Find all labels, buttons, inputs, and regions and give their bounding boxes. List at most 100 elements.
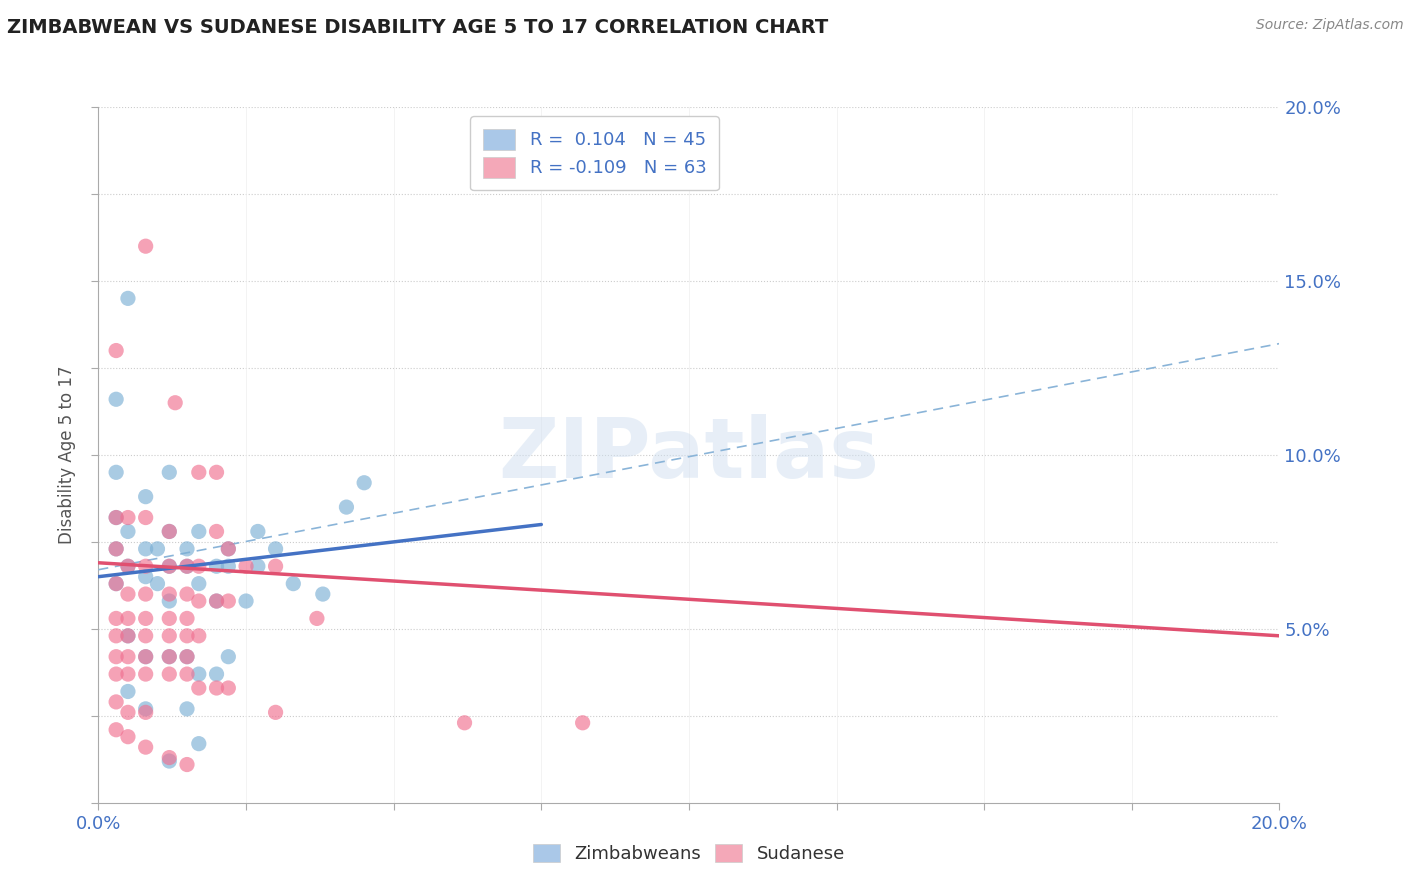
Point <box>105 466 128 480</box>
Point <box>157 611 180 625</box>
Point <box>135 702 157 716</box>
Point <box>105 576 128 591</box>
Point <box>146 576 169 591</box>
Point <box>105 541 128 556</box>
Point <box>157 754 180 768</box>
Point <box>135 649 157 664</box>
Point <box>187 737 209 751</box>
Point <box>117 706 139 720</box>
Point <box>105 611 128 625</box>
Point <box>165 396 187 410</box>
Point <box>235 594 257 608</box>
Point <box>176 629 198 643</box>
Point <box>205 667 228 681</box>
Point <box>264 559 287 574</box>
Point <box>117 684 139 698</box>
Point <box>176 559 198 574</box>
Text: ZIPatlas: ZIPatlas <box>499 415 879 495</box>
Point <box>246 559 269 574</box>
Point <box>187 466 209 480</box>
Point <box>205 681 228 695</box>
Point <box>135 541 157 556</box>
Point <box>135 559 157 574</box>
Point <box>105 510 128 524</box>
Point <box>105 695 128 709</box>
Point <box>117 629 139 643</box>
Point <box>217 594 239 608</box>
Point <box>246 524 269 539</box>
Point <box>157 524 180 539</box>
Point <box>105 541 128 556</box>
Point <box>187 629 209 643</box>
Point <box>135 629 157 643</box>
Point <box>217 541 239 556</box>
Point <box>176 757 198 772</box>
Point <box>135 510 157 524</box>
Point <box>176 611 198 625</box>
Point <box>335 500 357 514</box>
Point <box>187 576 209 591</box>
Point <box>117 510 139 524</box>
Point <box>135 611 157 625</box>
Point <box>105 667 128 681</box>
Point <box>157 559 180 574</box>
Point <box>157 750 180 764</box>
Point <box>176 667 198 681</box>
Point <box>217 541 239 556</box>
Point <box>571 715 593 730</box>
Point <box>117 559 139 574</box>
Point <box>105 343 128 358</box>
Point <box>264 541 287 556</box>
Point <box>135 667 157 681</box>
Point <box>176 587 198 601</box>
Point <box>105 576 128 591</box>
Point <box>157 524 180 539</box>
Point <box>217 559 239 574</box>
Point <box>117 611 139 625</box>
Point <box>205 466 228 480</box>
Point <box>157 667 180 681</box>
Point <box>117 291 139 305</box>
Point <box>176 649 198 664</box>
Point <box>235 559 257 574</box>
Point <box>117 559 139 574</box>
Point <box>187 667 209 681</box>
Point <box>157 594 180 608</box>
Point <box>205 594 228 608</box>
Point <box>353 475 375 490</box>
Point <box>135 649 157 664</box>
Point <box>105 392 128 407</box>
Point <box>135 490 157 504</box>
Point <box>453 715 475 730</box>
Point <box>117 629 139 643</box>
Text: ZIMBABWEAN VS SUDANESE DISABILITY AGE 5 TO 17 CORRELATION CHART: ZIMBABWEAN VS SUDANESE DISABILITY AGE 5 … <box>7 18 828 37</box>
Point <box>117 667 139 681</box>
Point <box>105 629 128 643</box>
Point <box>264 706 287 720</box>
Point <box>217 681 239 695</box>
Point <box>176 541 198 556</box>
Point <box>105 723 128 737</box>
Point <box>205 594 228 608</box>
Point <box>187 524 209 539</box>
Point <box>157 466 180 480</box>
Point <box>283 576 305 591</box>
Point <box>135 587 157 601</box>
Point <box>176 559 198 574</box>
Legend: Zimbabweans, Sudanese: Zimbabweans, Sudanese <box>526 837 852 871</box>
Point <box>157 587 180 601</box>
Point <box>135 740 157 755</box>
Point <box>146 541 169 556</box>
Point <box>205 524 228 539</box>
Point <box>187 681 209 695</box>
Point <box>157 559 180 574</box>
Point <box>157 629 180 643</box>
Point <box>205 559 228 574</box>
Point <box>117 649 139 664</box>
Point <box>157 649 180 664</box>
Point <box>135 239 157 253</box>
Point <box>135 706 157 720</box>
Point <box>312 587 335 601</box>
Point <box>305 611 328 625</box>
Y-axis label: Disability Age 5 to 17: Disability Age 5 to 17 <box>58 366 76 544</box>
